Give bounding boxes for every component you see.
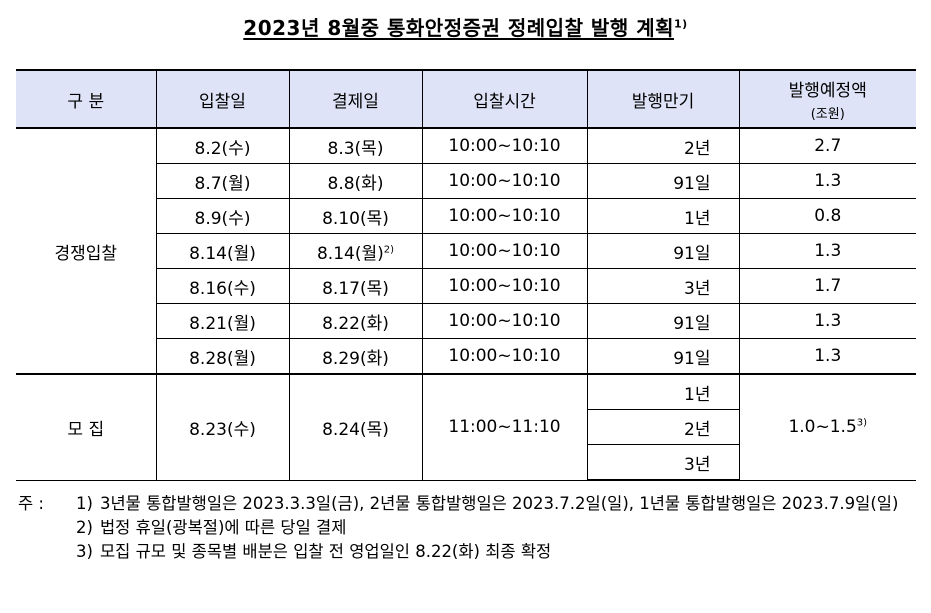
footnote-3: 3) 모집 규모 및 종목별 배분은 입찰 전 영업일인 8.22(화) 최종 … [18, 540, 918, 564]
settle-date: 8.24(목) [288, 373, 423, 481]
bid-date: 8.21(월) [155, 303, 290, 339]
bid-time: 10:00~10:10 [421, 303, 588, 339]
page-title: 2023년 8월중 통화안정증권 정례입찰 발행 계획1) [0, 12, 931, 41]
settle-date: 8.17(목) [288, 268, 423, 304]
header-bid-date: 입찰일 [155, 69, 290, 129]
footnote-text: 법정 휴일(광복절)에 따른 당일 결제 [100, 518, 347, 537]
settle-footnote: 2) [383, 243, 395, 255]
title-text: 2023년 8월중 통화안정증권 정례입찰 발행 계획 [243, 16, 674, 40]
settle-date: 8.3(목) [288, 127, 423, 164]
amount: 1.0~1.53) [738, 373, 916, 481]
header-amount-label: 발행예정액 [788, 81, 867, 101]
competitive-row: 8.21(월) 8.22(화) 10:00~10:10 91일 1.3 [16, 303, 916, 339]
bid-date: 8.7(월) [155, 163, 290, 199]
maturity: 1년 [586, 198, 740, 234]
footnote-number: 2) [76, 518, 93, 537]
issuance-plan-table: 구 분 입찰일 결제일 입찰시간 발행만기 발행예정액 (조원) 경쟁입찰 8.2… [16, 69, 916, 481]
settle-date: 8.29(화) [288, 338, 423, 375]
category-competitive: 경쟁입찰 [16, 127, 157, 375]
footnote-number: 3) [76, 542, 93, 561]
maturity: 3년 [586, 268, 740, 304]
footnote-number: 1) [76, 494, 93, 513]
maturity: 91일 [586, 303, 740, 339]
bid-time: 10:00~10:10 [421, 198, 588, 234]
competitive-row: 8.9(수) 8.10(목) 10:00~10:10 1년 0.8 [16, 198, 916, 234]
bid-date: 8.16(수) [155, 268, 290, 304]
bid-date: 8.28(월) [155, 338, 290, 375]
amount: 1.3 [738, 303, 916, 339]
competitive-row: 경쟁입찰 8.2(수) 8.3(목) 10:00~10:10 2년 2.7 [16, 127, 916, 375]
amount: 1.3 [738, 338, 916, 375]
bid-date: 8.9(수) [155, 198, 290, 234]
footnotes: 주 : 1) 3년물 통합발행일은 2023.3.3일(금), 2년물 통합발행… [18, 492, 918, 564]
footnote-2: 2) 법정 휴일(광복절)에 따른 당일 결제 [18, 516, 918, 540]
maturity: 91일 [586, 163, 740, 199]
header-amount: 발행예정액 (조원) [738, 69, 916, 129]
header-row: 구 분 입찰일 결제일 입찰시간 발행만기 발행예정액 (조원) [16, 69, 916, 129]
footnote-text: 모집 규모 및 종목별 배분은 입찰 전 영업일인 8.22(화) 최종 확정 [100, 542, 552, 561]
bid-time: 10:00~10:10 [421, 338, 588, 375]
bid-time: 10:00~10:10 [421, 233, 588, 269]
offering-row: 2년 [16, 409, 916, 445]
maturity: 3년 [586, 444, 740, 481]
header-bid-time: 입찰시간 [421, 69, 588, 129]
maturity: 1년 [586, 373, 740, 410]
amount: 1.7 [738, 268, 916, 304]
amount: 2.7 [738, 127, 916, 164]
bid-time: 10:00~10:10 [421, 127, 588, 164]
settle-date: 8.22(화) [288, 303, 423, 339]
header-settle-date: 결제일 [288, 69, 423, 129]
bid-date: 8.23(수) [155, 373, 290, 481]
footnote-text: 3년물 통합발행일은 2023.3.3일(금), 2년물 통합발행일은 2023… [100, 494, 899, 513]
bid-time: 10:00~10:10 [421, 268, 588, 304]
header-maturity: 발행만기 [586, 69, 740, 129]
offering-row: 3년 [16, 444, 916, 481]
settle-date: 8.10(목) [288, 198, 423, 234]
bid-time: 10:00~10:10 [421, 163, 588, 199]
maturity: 91일 [586, 233, 740, 269]
bid-date: 8.14(월) [155, 233, 290, 269]
settle-date: 8.8(화) [288, 163, 423, 199]
competitive-row: 8.16(수) 8.17(목) 10:00~10:10 3년 1.7 [16, 268, 916, 304]
offering-row: 모 집 8.23(수) 8.24(목) 11:00~11:10 1년 1.0~1.53) [16, 373, 916, 481]
bid-time: 11:00~11:10 [421, 373, 588, 481]
amount-footnote: 3) [856, 417, 868, 429]
header-category: 구 분 [16, 69, 157, 129]
amount: 1.3 [738, 233, 916, 269]
category-offering: 모 집 [16, 373, 157, 481]
competitive-row: 8.7(월) 8.8(화) 10:00~10:10 91일 1.3 [16, 163, 916, 199]
maturity: 2년 [586, 409, 740, 445]
settle-date: 8.14(월)2) [288, 233, 423, 269]
amount: 0.8 [738, 198, 916, 234]
notes-lead: 주 : [18, 494, 44, 513]
footnote-1: 주 : 1) 3년물 통합발행일은 2023.3.3일(금), 2년물 통합발행… [18, 492, 918, 516]
amount: 1.3 [738, 163, 916, 199]
title-footnote: 1) [674, 17, 688, 31]
maturity: 2년 [586, 127, 740, 164]
bid-date: 8.2(수) [155, 127, 290, 164]
maturity: 91일 [586, 338, 740, 375]
header-amount-unit: (조원) [810, 107, 845, 122]
